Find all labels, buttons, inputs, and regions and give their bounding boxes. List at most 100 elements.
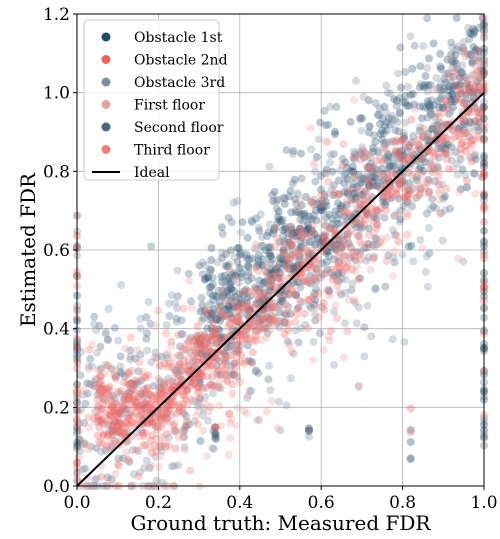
data-point: [355, 148, 364, 156]
data-point: [114, 336, 123, 345]
y-tick-label: 0.6: [43, 241, 70, 261]
data-point: [226, 296, 235, 305]
data-point: [292, 250, 301, 259]
data-point: [335, 263, 344, 272]
data-point: [227, 284, 236, 293]
data-point: [351, 256, 360, 265]
data-point: [461, 52, 470, 61]
data-point: [433, 109, 442, 118]
data-point: [445, 80, 454, 89]
data-point: [254, 223, 263, 232]
data-point: [381, 153, 390, 162]
data-point: [470, 128, 479, 137]
data-point: [381, 108, 390, 116]
data-point: [134, 386, 143, 395]
data-point: [428, 124, 437, 133]
data-point: [406, 455, 415, 464]
data-point: [146, 390, 155, 399]
data-point: [472, 77, 481, 86]
data-point: [326, 224, 334, 233]
data-point: [221, 278, 230, 287]
data-point: [437, 91, 446, 100]
data-point: [243, 294, 252, 302]
data-point: [106, 393, 114, 402]
data-point: [447, 57, 456, 66]
data-point: [214, 367, 223, 376]
data-point: [463, 87, 472, 96]
data-point: [283, 235, 292, 244]
data-point: [457, 67, 466, 76]
data-point: [121, 433, 130, 442]
data-point: [215, 305, 224, 314]
data-point: [207, 312, 215, 321]
data-point: [296, 243, 305, 252]
data-point: [291, 248, 300, 256]
data-point: [164, 417, 173, 426]
data-point: [217, 336, 226, 345]
data-point: [347, 195, 356, 204]
data-point: [205, 268, 214, 277]
data-point: [203, 309, 212, 318]
data-point: [184, 355, 193, 364]
data-point: [114, 426, 123, 435]
data-point: [181, 423, 190, 432]
data-point: [257, 336, 266, 345]
data-point: [225, 266, 234, 275]
data-point: [311, 240, 320, 249]
data-point: [122, 413, 131, 422]
data-point: [270, 187, 279, 196]
data-point: [154, 374, 163, 383]
data-point: [425, 102, 434, 111]
data-point: [174, 331, 182, 340]
data-point: [475, 118, 483, 127]
data-point: [135, 412, 144, 421]
data-point: [156, 413, 165, 422]
data-point: [442, 149, 451, 158]
data-point: [278, 295, 287, 304]
data-point: [108, 430, 117, 439]
data-point: [113, 460, 122, 469]
data-point: [362, 208, 371, 217]
data-point: [165, 312, 174, 320]
data-point: [243, 304, 252, 313]
data-point: [269, 316, 278, 325]
data-point: [395, 181, 404, 190]
data-point: [373, 206, 382, 215]
data-point: [363, 163, 372, 172]
data-point: [471, 151, 480, 160]
data-point: [199, 334, 208, 343]
data-point: [244, 390, 253, 399]
data-point: [387, 194, 396, 203]
data-point: [201, 306, 210, 315]
data-point: [347, 265, 356, 274]
data-point: [255, 276, 264, 285]
data-point: [331, 130, 339, 139]
data-point: [392, 166, 401, 174]
data-point: [164, 359, 173, 368]
data-point: [467, 137, 475, 146]
data-point: [201, 333, 210, 341]
data-point: [449, 72, 458, 81]
data-point: [436, 95, 445, 103]
data-point: [308, 293, 317, 302]
data-point: [395, 168, 404, 177]
data-point: [461, 132, 470, 141]
data-point: [379, 139, 388, 148]
data-point: [164, 374, 173, 383]
data-point: [398, 172, 407, 181]
data-point: [211, 430, 220, 439]
data-point: [176, 371, 185, 380]
data-point: [95, 379, 104, 388]
data-point: [206, 265, 214, 274]
data-point: [187, 297, 196, 306]
data-point: [280, 194, 289, 203]
data-point: [257, 315, 266, 324]
data-point: [244, 272, 253, 281]
data-point: [280, 318, 289, 327]
data-point: [429, 202, 438, 211]
data-point: [472, 56, 481, 65]
data-point: [409, 137, 418, 146]
data-point: [245, 386, 254, 395]
data-point: [391, 126, 400, 135]
data-point: [317, 238, 326, 247]
